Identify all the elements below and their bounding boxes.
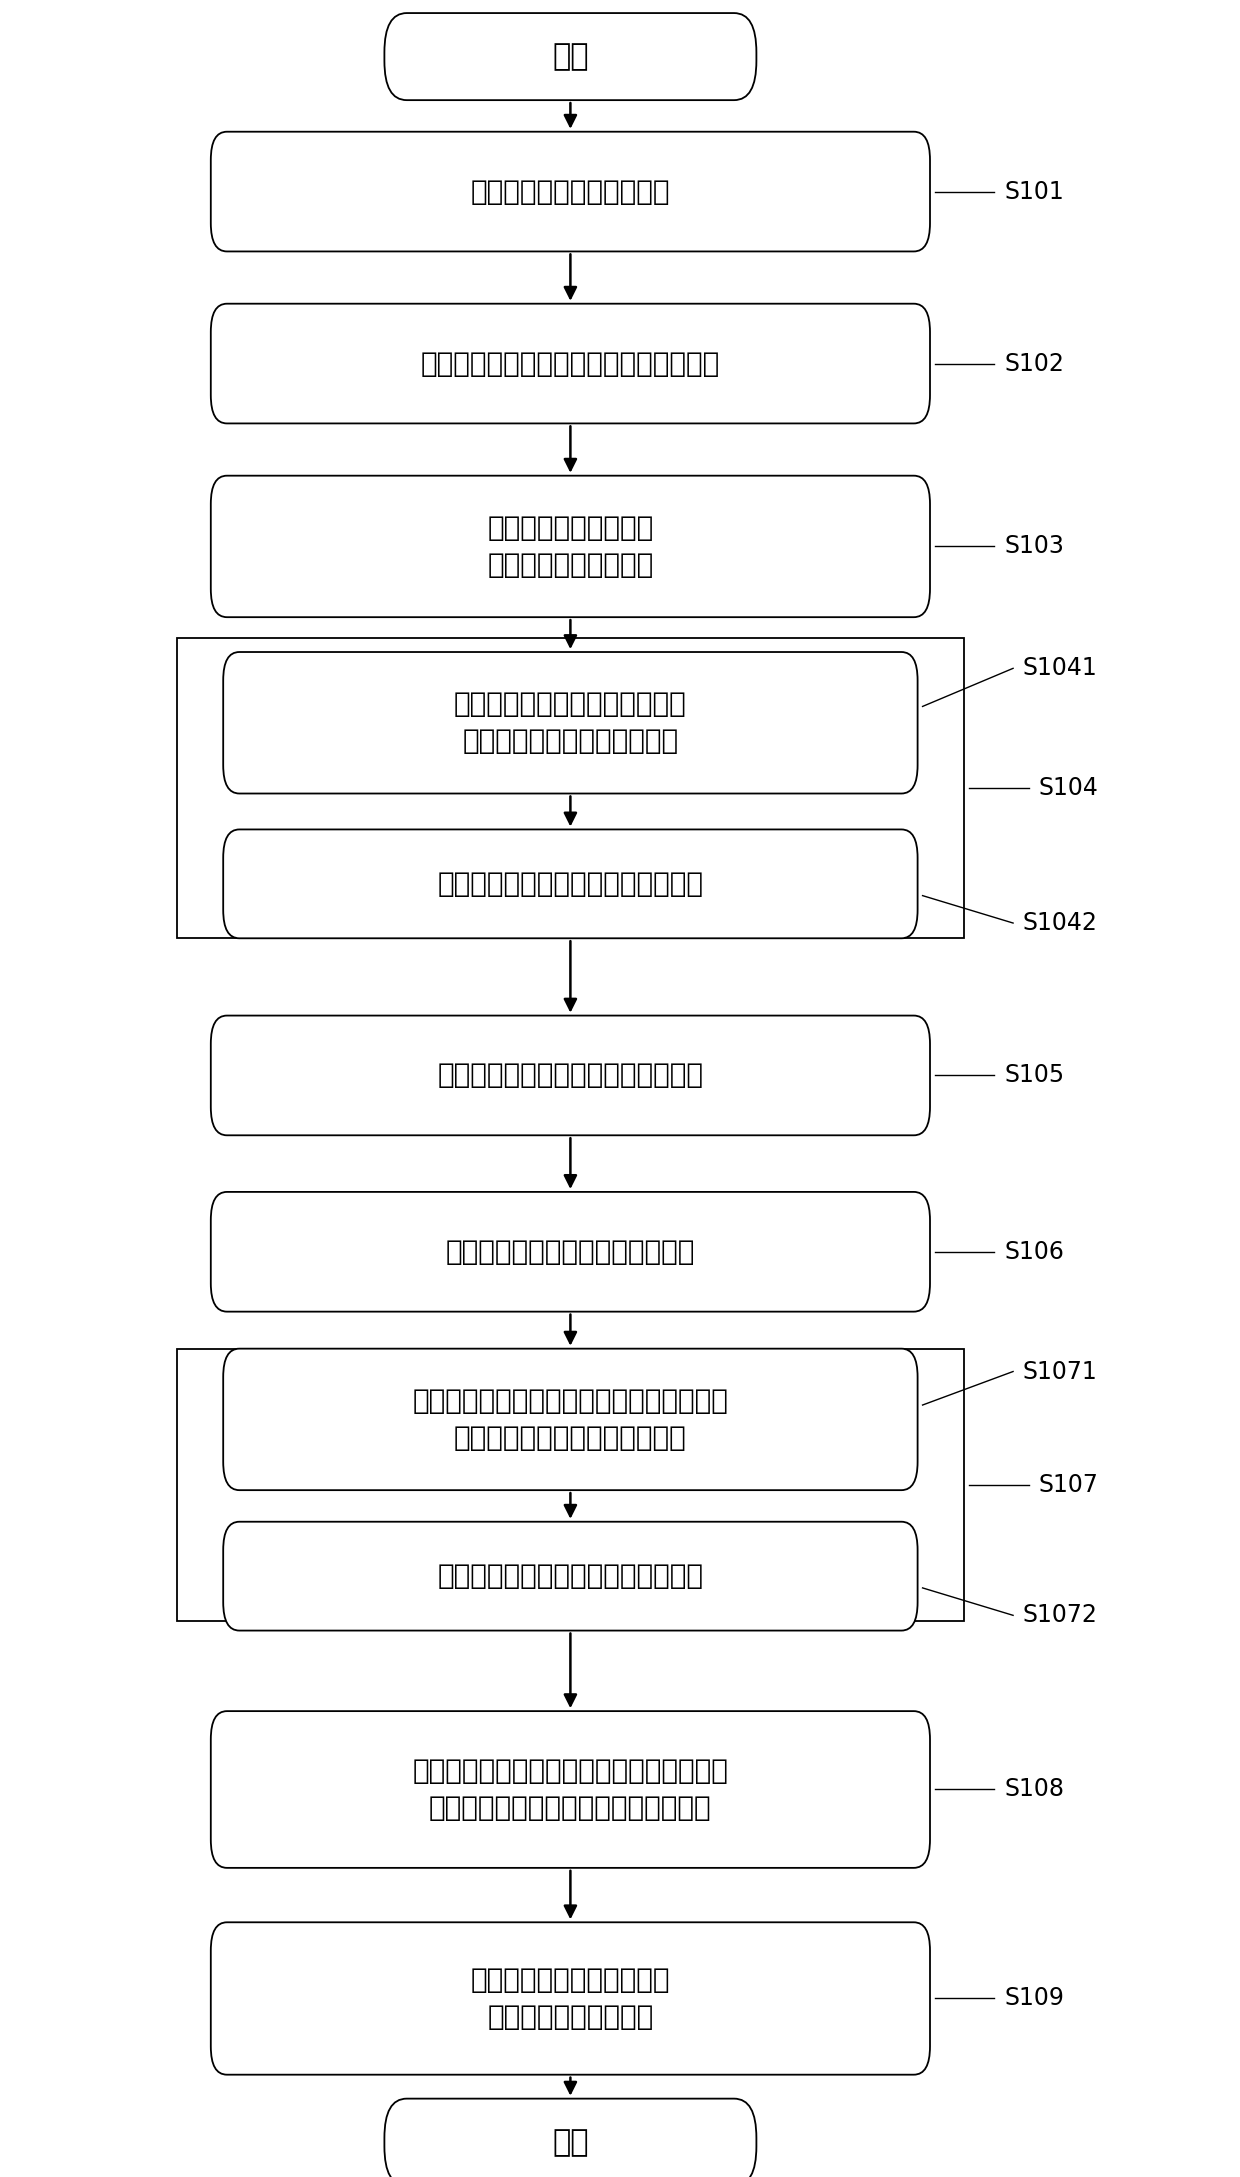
Text: S109: S109: [1004, 1985, 1064, 2012]
FancyBboxPatch shape: [211, 475, 930, 618]
Text: 结束: 结束: [552, 2127, 589, 2157]
Text: S103: S103: [1004, 533, 1064, 559]
FancyBboxPatch shape: [211, 1193, 930, 1311]
Text: S101: S101: [1004, 179, 1064, 205]
Text: 获取共轭重排后的空间协方差矩阵: 获取共轭重排后的空间协方差矩阵: [445, 1239, 696, 1265]
FancyBboxPatch shape: [211, 131, 930, 250]
Text: S1041: S1041: [1023, 655, 1097, 681]
Text: S102: S102: [1004, 350, 1064, 377]
FancyBboxPatch shape: [384, 13, 756, 100]
FancyBboxPatch shape: [384, 2099, 756, 2177]
Text: 接收上行信号进行信道估计: 接收上行信号进行信道估计: [471, 179, 670, 205]
FancyBboxPatch shape: [211, 1922, 930, 2075]
Text: 依据共轭重排前后的下行波束赋形权向量对
用于加权各天线幅相的权向量进行修正: 依据共轭重排前后的下行波束赋形权向量对 用于加权各天线幅相的权向量进行修正: [413, 1757, 728, 1822]
FancyBboxPatch shape: [211, 1711, 930, 1868]
FancyBboxPatch shape: [223, 1522, 918, 1631]
Text: 确定特征向量为下行波束赋形权向量: 确定特征向量为下行波束赋形权向量: [438, 1563, 703, 1589]
FancyBboxPatch shape: [223, 829, 918, 938]
Text: 获取信道冲激响应矩阵
对应的空间协方差矩阵: 获取信道冲激响应矩阵 对应的空间协方差矩阵: [487, 514, 653, 579]
FancyBboxPatch shape: [211, 303, 930, 422]
FancyBboxPatch shape: [177, 638, 965, 938]
FancyBboxPatch shape: [223, 651, 918, 792]
Text: 获取共轭重排后的信道冲激响应矩阵: 获取共轭重排后的信道冲激响应矩阵: [438, 1062, 703, 1088]
Text: 对空间协方差矩阵进行分解获取
其最大特征值对应的特征向量: 对空间协方差矩阵进行分解获取 其最大特征值对应的特征向量: [454, 690, 687, 755]
Text: 确定特征向量为下行波束赋形权向量: 确定特征向量为下行波束赋形权向量: [438, 871, 703, 897]
Text: S1042: S1042: [1023, 910, 1097, 936]
Text: 依据信道估计结果获取信道冲激响应矩阵: 依据信道估计结果获取信道冲激响应矩阵: [420, 350, 720, 377]
Text: S106: S106: [1004, 1239, 1064, 1265]
Text: 依据修正后的下行波束赋形
权向量加权各天线幅相: 依据修正后的下行波束赋形 权向量加权各天线幅相: [471, 1966, 670, 2031]
Text: 开始: 开始: [552, 41, 589, 72]
Text: S107: S107: [1039, 1472, 1099, 1498]
Text: S1072: S1072: [1023, 1602, 1097, 1628]
FancyBboxPatch shape: [211, 1014, 930, 1136]
Text: S108: S108: [1004, 1776, 1064, 1803]
FancyBboxPatch shape: [177, 1348, 965, 1620]
Text: S104: S104: [1039, 775, 1099, 801]
Text: S105: S105: [1004, 1062, 1064, 1088]
FancyBboxPatch shape: [223, 1348, 918, 1489]
Text: S1071: S1071: [1023, 1358, 1097, 1385]
Text: 对共轭重排后的空间协方差矩阵进行分解获
取其最大特征值对应的特征向量: 对共轭重排后的空间协方差矩阵进行分解获 取其最大特征值对应的特征向量: [413, 1387, 728, 1452]
